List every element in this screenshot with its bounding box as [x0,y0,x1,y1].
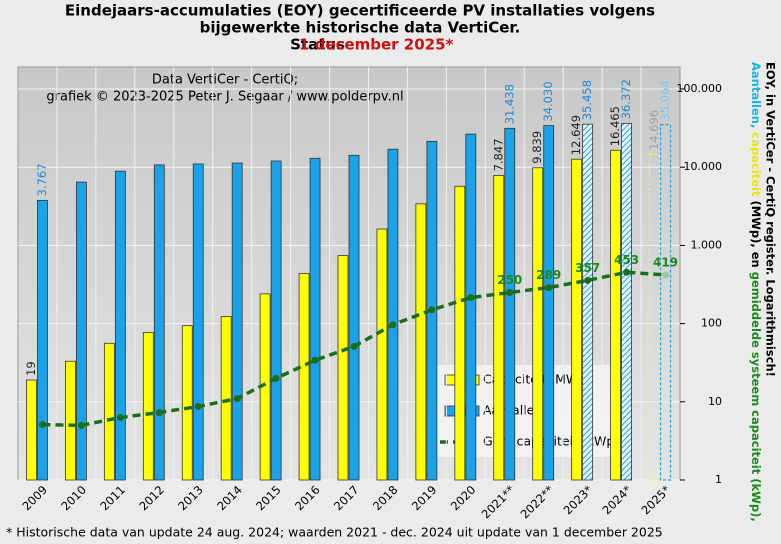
data-label: 453 [614,253,639,267]
bar [621,122,632,481]
data-label: 289 [536,268,561,282]
line-marker [77,421,85,429]
bar [103,342,115,481]
source: Data VertiCer - CertiQ; [152,73,298,88]
status-date: 1 december 2025* [299,36,454,54]
bar [298,273,310,481]
line-marker [545,284,553,292]
bar [181,325,193,481]
bar [493,175,505,481]
bar [153,164,165,481]
data-label: 250 [497,273,522,287]
bar [543,125,555,481]
bar [192,163,204,481]
bar [504,127,516,481]
data-label: 35.458 [580,80,594,120]
axis-label-part: capaciteit [750,132,764,197]
axis-label: EOY, in VertiCer - CertiQ register. Loga… [764,62,778,377]
y-tick-label: 1.000 [691,238,723,251]
y-tick-label: 10.000 [684,160,723,173]
line-marker [155,408,163,416]
line-marker [584,276,592,284]
bar [37,199,48,481]
line-marker [389,321,397,329]
data-label: 14.696 [647,110,661,150]
line-marker [506,288,514,296]
line-marker [467,294,475,302]
bar [571,158,583,481]
bar [454,185,466,481]
title-line: bijgewerkte historische data VertiCer. [200,19,521,37]
bar [65,360,76,481]
line-marker [272,374,280,382]
line-marker [350,342,358,350]
data-label: 35.064 [658,80,672,120]
bar [114,170,126,481]
bar [142,332,154,481]
bar [465,133,477,481]
bar [387,148,399,481]
y-tick-label: 1 [715,473,722,486]
bar [26,379,37,481]
bar [376,228,388,481]
data-label: 9.839 [530,131,544,164]
data-label: 7.847 [491,138,505,171]
data-label: 3.767 [35,163,49,196]
data-label: 34.030 [541,81,555,121]
line-marker [38,421,46,429]
bar [582,123,594,481]
data-label: 357 [575,261,600,275]
data-label: 16.465 [608,106,622,146]
axis-label-part: Aantallen, [750,62,764,128]
source: grafiek © 2023-2025 Peter J. Segaar / ww… [46,90,403,105]
bar [76,181,87,481]
y-tick-label: 100.000 [677,82,723,95]
bar [610,149,621,481]
title-line: Eindejaars-accumulaties (EOY) gecertific… [65,2,655,20]
axis-label: Aantallen, capaciteit (MWp), en gemiddel… [750,62,764,522]
data-label: 12.649 [569,115,583,155]
bar [220,316,232,481]
data-label: 19 [24,361,38,376]
line-marker [311,356,319,364]
bar [337,255,349,481]
line-marker [233,395,241,403]
axis-label-part: gemiddelde systeem capaciteit (kWp), [750,272,764,522]
axis-label-part: (MWp), en [750,200,764,267]
bar [231,162,243,481]
bar [648,153,661,481]
data-label: 419 [653,255,678,269]
bar [532,167,544,481]
line-marker [116,413,124,421]
y-tick-label: 100 [701,317,722,330]
bar [309,157,321,481]
data-label: 36.372 [619,79,633,119]
status-label: Status [290,36,345,54]
data-label: 31.438 [502,84,516,124]
y-tick-label: 10 [708,395,722,408]
line-marker [428,306,436,314]
bar [659,123,672,481]
bar [415,203,427,481]
line-marker [194,403,202,411]
line-marker [662,271,670,279]
bar [348,154,360,481]
footnote: * Historische data van update 24 aug. 20… [6,525,663,540]
bar [270,160,282,481]
line-marker [623,268,631,276]
